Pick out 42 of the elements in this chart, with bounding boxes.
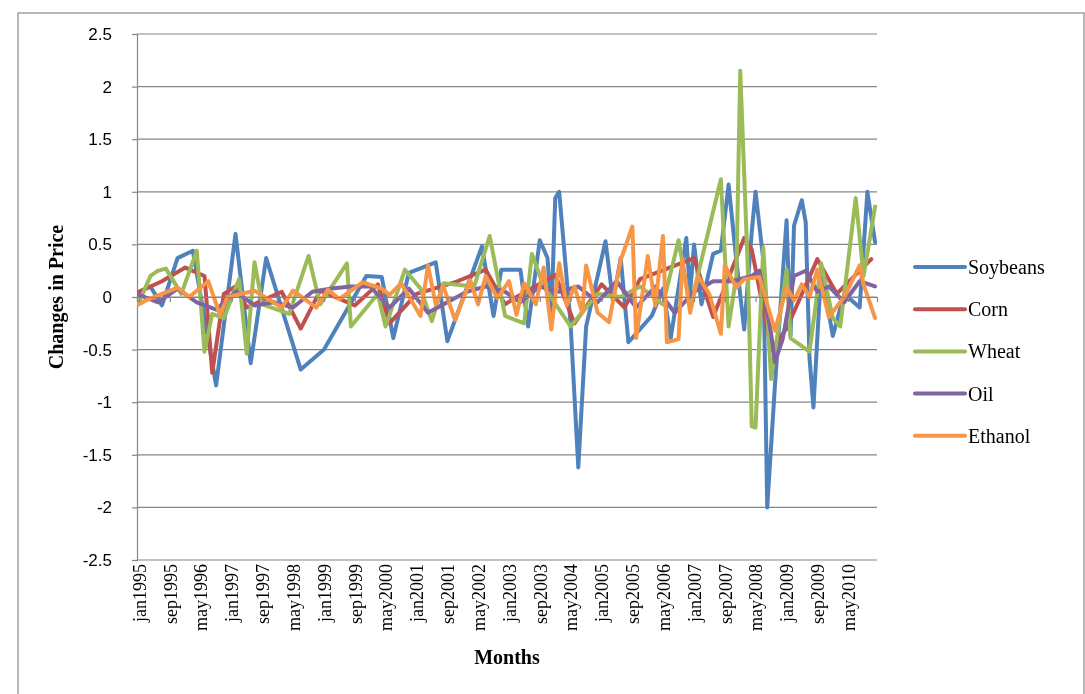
legend-label: Corn [968,298,1008,321]
legend-label: Soybeans [968,256,1045,279]
y-tick-label: 0.5 [88,235,112,255]
y-tick-label: -2 [96,498,112,518]
x-tick-label: jan2005 [592,564,613,623]
y-tick-label: 1 [102,182,112,202]
x-tick-label: may2008 [746,564,767,631]
y-tick-label: -0.5 [82,340,112,360]
x-tick-label: may2000 [376,564,397,631]
x-tick-label: sep2005 [623,564,644,624]
x-tick-label: jan2009 [777,564,798,623]
x-tick-label: may2002 [468,564,489,631]
y-axis-title: Changes in Price [45,224,68,370]
legend-label: Wheat [968,340,1021,363]
x-tick-label: may2010 [838,564,859,631]
x-tick-label: may1998 [283,564,304,631]
x-tick-label: sep1999 [345,564,366,624]
legend-label: Ethanol [968,424,1031,447]
x-tick-label: may1996 [191,564,212,631]
y-tick-label: 0 [102,287,112,307]
x-tick-label: jan2007 [684,564,705,623]
y-tick-label: -2.5 [82,550,112,570]
x-tick-label: may2004 [561,564,582,631]
legend-label: Oil [968,382,994,405]
x-tick-label: sep2001 [438,564,459,624]
x-tick-label: sep2003 [530,564,551,624]
x-tick-label: sep2009 [808,564,829,624]
x-tick-label: sep1997 [253,564,274,624]
y-tick-label: 1.5 [88,130,112,150]
x-tick-label: jan2003 [499,564,520,623]
y-tick-label: -1.5 [82,445,112,465]
x-tick-label: jan1999 [314,564,335,623]
x-tick-label: jan2001 [407,564,428,623]
x-tick-label: jan1995 [129,564,150,623]
x-tick-label: sep1995 [160,564,181,624]
x-tick-label: jan1997 [222,564,243,623]
x-tick-label: may2006 [653,564,674,631]
y-tick-label: 2.5 [88,24,112,44]
x-tick-label: sep2007 [715,564,736,624]
x-axis-title: Months [474,646,540,668]
y-tick-label: 2 [102,77,112,97]
y-tick-label: -1 [96,393,112,413]
